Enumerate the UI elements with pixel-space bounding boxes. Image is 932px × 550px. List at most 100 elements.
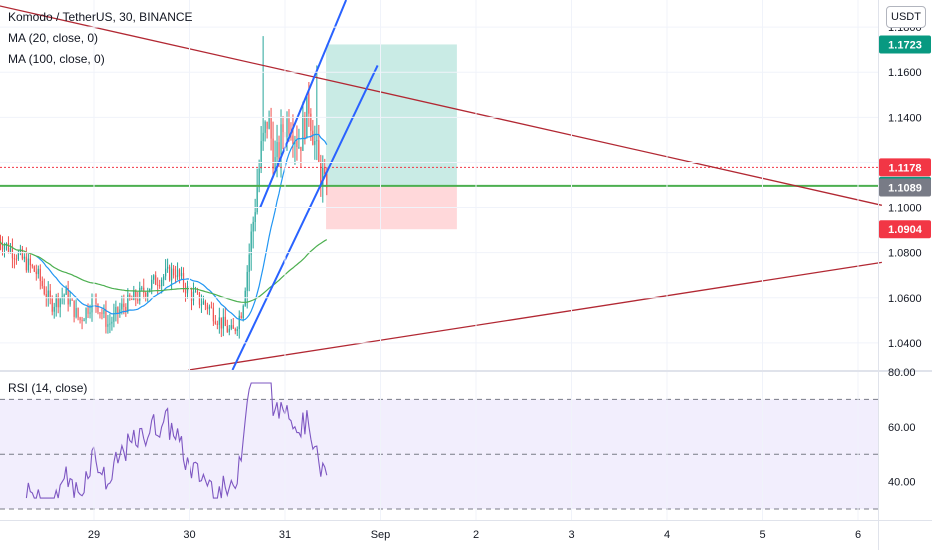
candle-body[interactable] xyxy=(318,140,320,162)
candle-body[interactable] xyxy=(312,130,314,145)
candle-body[interactable] xyxy=(1,245,4,250)
candle-body[interactable] xyxy=(153,275,155,280)
candle-body[interactable] xyxy=(109,323,111,325)
candle-body[interactable] xyxy=(278,142,280,159)
candle-body[interactable] xyxy=(292,135,294,145)
candle-body[interactable] xyxy=(268,117,270,129)
candle-body[interactable] xyxy=(149,288,151,292)
candle-body[interactable] xyxy=(204,301,207,306)
candle-body[interactable] xyxy=(157,284,159,286)
candle-body[interactable] xyxy=(123,303,125,307)
candle-body[interactable] xyxy=(296,141,298,148)
candle-body[interactable] xyxy=(310,113,312,131)
candle-body[interactable] xyxy=(23,256,25,259)
candle-body[interactable] xyxy=(248,254,250,272)
candle-body[interactable] xyxy=(25,256,27,271)
candle-body[interactable] xyxy=(119,309,121,314)
candle-body[interactable] xyxy=(186,286,189,294)
candle-body[interactable] xyxy=(115,307,117,313)
candle-body[interactable] xyxy=(218,317,220,325)
candle-body[interactable] xyxy=(266,121,268,129)
candle-body[interactable] xyxy=(47,290,49,298)
candle-body[interactable] xyxy=(240,315,242,319)
candle-body[interactable] xyxy=(7,243,10,252)
candle-body[interactable] xyxy=(71,299,73,301)
rsi-legend[interactable]: RSI (14, close) xyxy=(8,381,88,395)
candle-body[interactable] xyxy=(288,118,290,134)
candle-body[interactable] xyxy=(320,161,322,186)
candle-body[interactable] xyxy=(161,279,163,287)
candle-body[interactable] xyxy=(53,306,55,312)
candle-body[interactable] xyxy=(176,269,179,278)
candle-body[interactable] xyxy=(196,291,199,293)
candle-body[interactable] xyxy=(172,268,175,276)
trendline-3[interactable] xyxy=(231,64,379,371)
candle-body[interactable] xyxy=(202,301,205,305)
candle-body[interactable] xyxy=(79,317,81,320)
candle-body[interactable] xyxy=(228,328,230,333)
candle-body[interactable] xyxy=(137,299,139,301)
candle-body[interactable] xyxy=(308,94,310,114)
candle-body[interactable] xyxy=(99,312,101,314)
candle-body[interactable] xyxy=(163,276,165,280)
candle-body[interactable] xyxy=(208,306,210,310)
candle-body[interactable] xyxy=(250,231,252,255)
candle-body[interactable] xyxy=(139,287,141,301)
candle-body[interactable] xyxy=(306,94,308,139)
candle-body[interactable] xyxy=(262,132,264,142)
candle-body[interactable] xyxy=(174,275,177,278)
candle-body[interactable] xyxy=(65,288,67,295)
candle-body[interactable] xyxy=(264,121,266,133)
candle-body[interactable] xyxy=(33,266,35,272)
candle-body[interactable] xyxy=(184,286,187,294)
candle-body[interactable] xyxy=(37,268,39,275)
candle-body[interactable] xyxy=(210,306,212,308)
candle-body[interactable] xyxy=(322,167,324,186)
candle-body[interactable] xyxy=(234,328,236,331)
candle-body[interactable] xyxy=(31,265,33,267)
candle-body[interactable] xyxy=(75,308,77,317)
candle-body[interactable] xyxy=(256,187,258,213)
candle-body[interactable] xyxy=(39,268,41,281)
candle-body[interactable] xyxy=(21,249,23,259)
candle-body[interactable] xyxy=(274,157,276,169)
candle-body[interactable] xyxy=(169,266,171,281)
candle-body[interactable] xyxy=(260,141,262,169)
candle-body[interactable] xyxy=(214,321,216,324)
candle-body[interactable] xyxy=(97,303,99,313)
candle-body[interactable] xyxy=(326,174,328,188)
symbol-title[interactable]: Komodo / TetherUS, 30, BINANCE xyxy=(8,10,193,24)
price-pane[interactable] xyxy=(0,0,883,371)
candle-body[interactable] xyxy=(178,269,181,277)
candle-body[interactable] xyxy=(254,212,256,222)
candle-body[interactable] xyxy=(159,285,161,287)
candle-body[interactable] xyxy=(198,292,201,305)
candle-body[interactable] xyxy=(206,305,209,310)
candle-body[interactable] xyxy=(85,308,87,320)
candle-body[interactable] xyxy=(232,325,234,329)
candle-body[interactable] xyxy=(226,325,228,333)
candle-body[interactable] xyxy=(230,325,232,329)
candle-body[interactable] xyxy=(216,323,218,325)
candle-body[interactable] xyxy=(155,275,157,285)
candle-body[interactable] xyxy=(304,115,306,139)
candle-body[interactable] xyxy=(9,247,12,252)
candle-body[interactable] xyxy=(69,299,71,305)
candle-body[interactable] xyxy=(111,321,113,324)
candle-body[interactable] xyxy=(87,308,89,314)
candle-body[interactable] xyxy=(81,319,83,322)
candle-body[interactable] xyxy=(45,294,47,298)
candle-body[interactable] xyxy=(63,294,65,297)
position-profit-zone[interactable] xyxy=(326,44,457,186)
candle-body[interactable] xyxy=(67,288,69,305)
candle-body[interactable] xyxy=(314,140,316,145)
candle-body[interactable] xyxy=(298,147,300,149)
candle-body[interactable] xyxy=(113,312,115,322)
candle-body[interactable] xyxy=(107,324,109,327)
candle-body[interactable] xyxy=(145,292,147,297)
candle-body[interactable] xyxy=(190,291,193,301)
candle-body[interactable] xyxy=(89,312,91,314)
candle-body[interactable] xyxy=(121,303,123,310)
candle-body[interactable] xyxy=(27,258,29,271)
